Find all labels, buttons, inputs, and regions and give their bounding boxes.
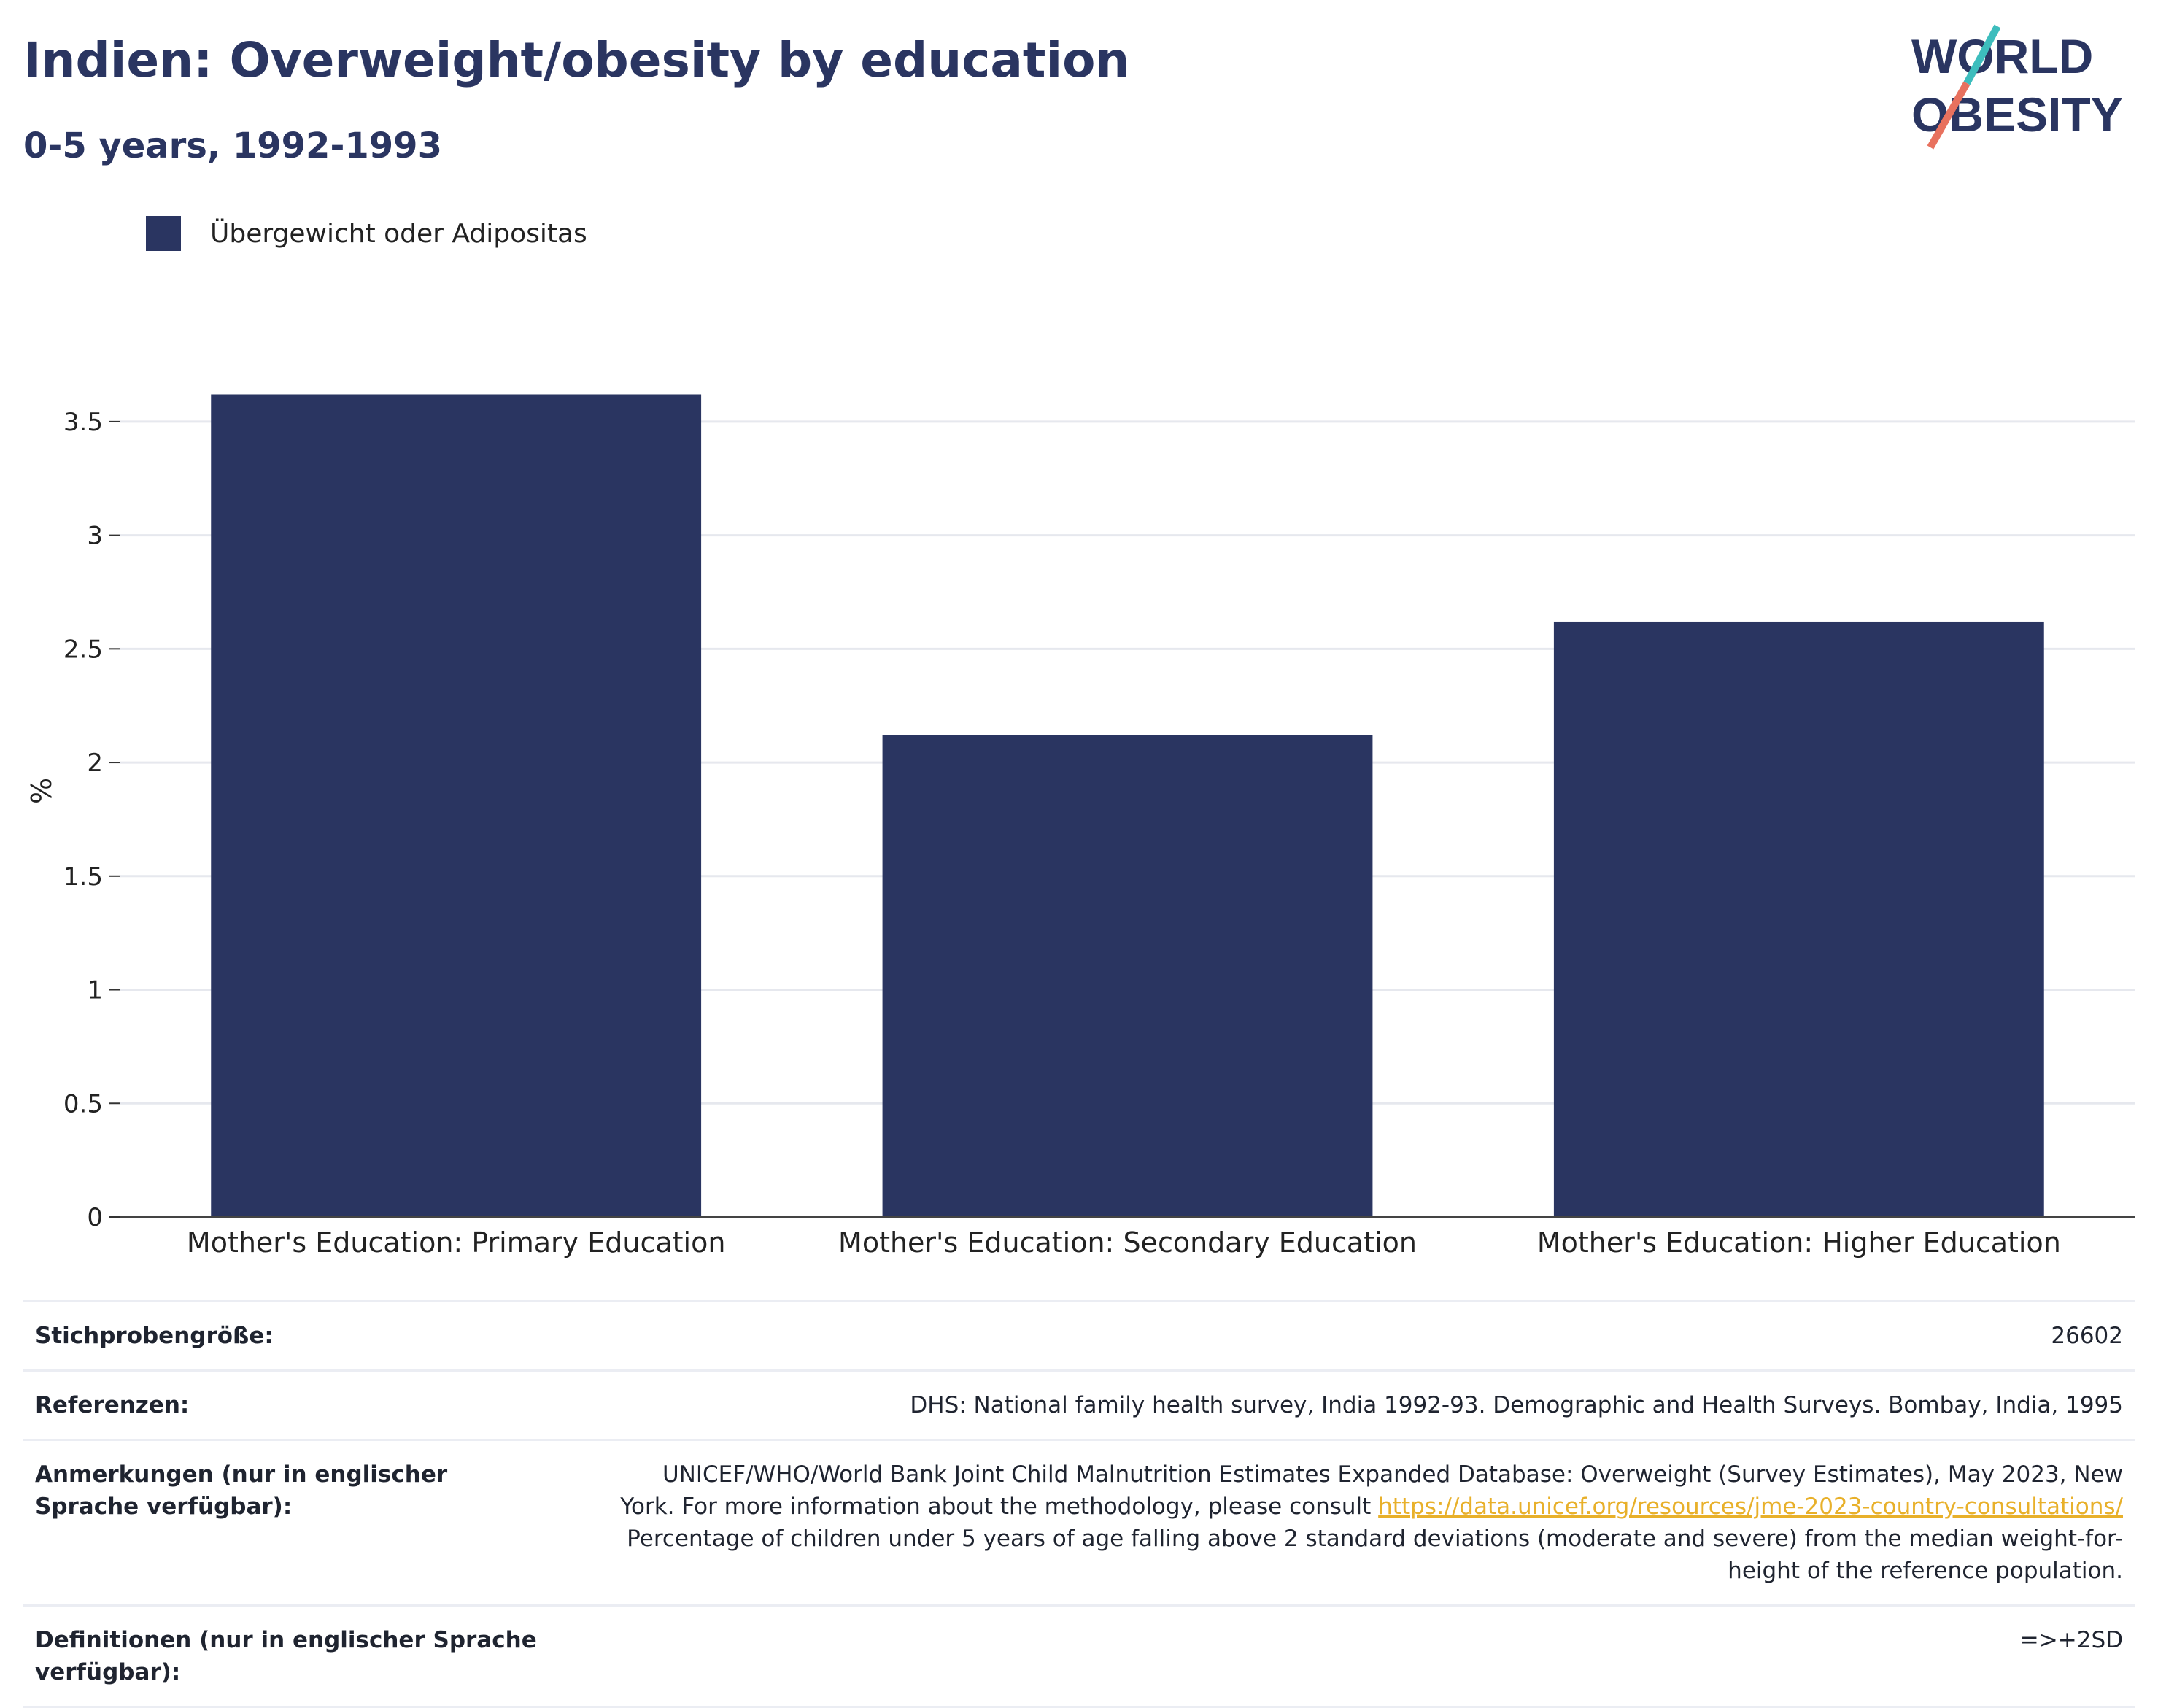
notes-text-before: UNICEF/WHO/World Bank Joint Child Malnut… <box>620 1461 2123 1520</box>
y-tick-label: 3.5 <box>63 408 103 437</box>
info-row-definitions: Definitionen (nur in englischer Sprache … <box>23 1604 2135 1708</box>
references-label: Referenzen: <box>35 1392 190 1418</box>
y-tick-label: 2 <box>87 749 103 778</box>
notes-text-after: Percentage of children under 5 years of … <box>627 1526 2123 1584</box>
notes-label: Anmerkungen (nur in englischer Sprache v… <box>35 1461 448 1520</box>
x-tick-label: Mother's Education: Higher Education <box>1537 1226 2061 1259</box>
sample-size-label: Stichprobengröße: <box>35 1323 274 1349</box>
bar <box>211 394 702 1217</box>
definitions-value: =>+2SD <box>2019 1627 2123 1653</box>
references-value: DHS: National family health survey, Indi… <box>910 1392 2123 1418</box>
y-tick-label: 0.5 <box>63 1089 103 1118</box>
y-tick-label: 3 <box>87 522 103 551</box>
notes-link[interactable]: https://data.unicef.org/resources/jme-20… <box>1378 1493 2123 1520</box>
definitions-label: Definitionen (nur in englischer Sprache … <box>35 1627 537 1685</box>
logo-slash-teal <box>1963 24 2001 85</box>
x-tick-label: Mother's Education: Primary Education <box>187 1226 726 1259</box>
bar <box>1553 621 2044 1217</box>
sample-size-value: 26602 <box>2051 1323 2123 1349</box>
y-tick-label: 0 <box>87 1203 103 1232</box>
y-tick-label: 2.5 <box>63 635 103 664</box>
info-row-references: Referenzen: DHS: National family health … <box>23 1369 2135 1439</box>
legend-label: Übergewicht oder Adipositas <box>210 218 587 249</box>
notes-value: UNICEF/WHO/World Bank Joint Child Malnut… <box>620 1458 2123 1587</box>
logo-line1: WORLD <box>1911 29 2093 83</box>
chart-subtitle: 0-5 years, 1992-1993 <box>23 125 442 166</box>
y-axis-title: % <box>26 778 58 804</box>
info-row-notes: Anmerkungen (nur in englischer Sprache v… <box>23 1439 2135 1604</box>
logo-slash-coral <box>1927 81 1971 150</box>
bar <box>882 735 1373 1217</box>
info-row-sample-size: Stichprobengröße: 26602 <box>23 1300 2135 1369</box>
y-tick-label: 1 <box>87 976 103 1005</box>
world-obesity-logo: WORLD OBESITY <box>1911 24 2123 150</box>
logo-line2: OBESITY <box>1911 88 2123 142</box>
y-tick-label: 1.5 <box>63 862 103 892</box>
x-tick-label: Mother's Education: Secondary Education <box>838 1226 1417 1259</box>
chart-title: Indien: Overweight/obesity by education <box>23 32 1130 88</box>
bar-chart: 0 0.5 1 1.5 2 2.5 3 3.5% Mother's Education: Pri… <box>26 394 2135 1259</box>
legend[interactable]: Übergewicht oder Adipositas <box>146 216 587 251</box>
info-table: Stichprobengröße: 26602 Referenzen: DHS:… <box>23 1300 2135 1708</box>
legend-swatch <box>146 216 181 251</box>
